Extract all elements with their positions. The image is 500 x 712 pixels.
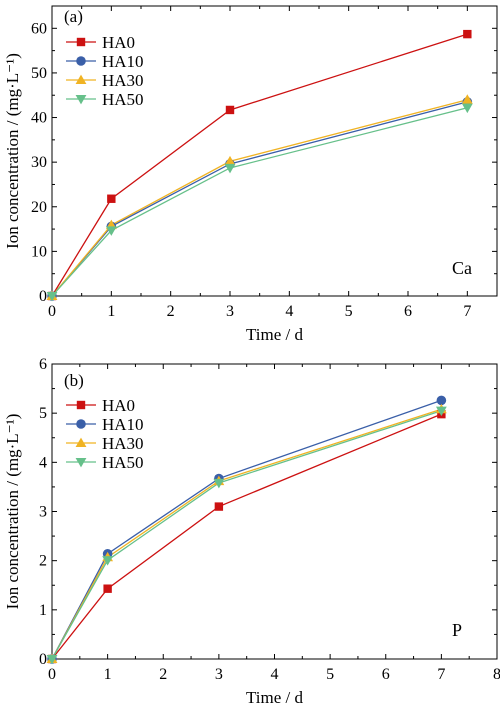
chart-panel-2: 0 1 2 3 4 5 6 7 8 0 1 2 3 4 5 6 Time / d Ion concentratio… (3, 356, 500, 707)
legend-label-HA50: HA50 (102, 90, 144, 109)
x-axis-title: Time / d (246, 688, 304, 707)
y-tick-label: 10 (31, 243, 47, 260)
panel-label: (b) (64, 371, 84, 390)
series-line-HA50 (51, 107, 468, 297)
x-tick-label: 8 (493, 666, 500, 683)
y-tick-label: 30 (31, 154, 47, 171)
x-tick-label: 6 (382, 666, 390, 683)
series-line-HA0 (51, 33, 468, 297)
legend-marker-HA30 (75, 74, 87, 85)
data-point-HA50 (46, 654, 58, 665)
x-tick-label: 0 (48, 666, 56, 683)
legend-marker-HA50 (75, 457, 87, 468)
x-tick-label: 2 (167, 303, 175, 320)
y-axis-title: Ion concentration / (mg·L⁻¹) (3, 53, 22, 249)
legend-label-HA30: HA30 (102, 434, 144, 453)
x-tick-label: 5 (345, 303, 353, 320)
y-tick-label: 2 (39, 553, 47, 570)
legend-label-HA0: HA0 (102, 396, 135, 415)
y-tick-label: 20 (31, 199, 47, 216)
chart-panel-1: 0 1 2 3 4 5 6 7 0 10 20 30 40 50 60 Time / d Ion concent… (3, 5, 498, 344)
series-line-HA50 (51, 410, 442, 660)
element-annotation: Ca (452, 258, 472, 278)
plot-frame (51, 5, 498, 297)
x-tick-label: 1 (104, 666, 112, 683)
x-tick-label: 4 (285, 303, 293, 320)
legend-marker-HA50 (75, 94, 87, 105)
y-tick-label: 60 (31, 20, 47, 37)
legend-label-HA10: HA10 (102, 415, 144, 434)
x-tick-label: 7 (463, 303, 471, 320)
series-line-HA10 (51, 399, 442, 660)
data-point-HA0 (214, 502, 224, 511)
y-tick-label: 5 (39, 405, 47, 422)
element-annotation: P (452, 620, 462, 640)
x-tick-label: 3 (226, 303, 234, 320)
legend-label-HA0: HA0 (102, 33, 135, 52)
y-tick-label: 3 (39, 504, 47, 521)
data-point-HA30 (461, 94, 473, 104)
legend-marker-HA10 (76, 419, 86, 429)
y-tick-label: 0 (39, 651, 47, 668)
x-tick-label: 7 (437, 666, 445, 683)
data-point-HA30 (224, 155, 236, 166)
data-point-HA50 (461, 103, 473, 114)
data-point-HA50 (46, 291, 58, 302)
data-point-HA50 (105, 226, 117, 236)
x-tick-label: 5 (326, 666, 334, 683)
x-tick-label: 4 (271, 666, 279, 683)
y-tick-label: 6 (39, 356, 47, 373)
data-point-HA0 (225, 105, 235, 115)
series-line-HA30 (51, 408, 442, 660)
legend-label-HA50: HA50 (102, 453, 144, 472)
x-tick-label: 2 (159, 666, 167, 683)
x-axis-title: Time / d (246, 325, 304, 344)
x-tick-label: 6 (404, 303, 412, 320)
series-line-HA30 (51, 99, 468, 297)
data-point-HA50 (435, 406, 447, 417)
legend-marker-HA0 (76, 37, 86, 47)
legend-label-HA30: HA30 (102, 71, 144, 90)
y-tick-label: 0 (39, 288, 47, 305)
data-point-HA0 (107, 194, 116, 203)
y-tick-label: 50 (31, 65, 47, 82)
x-tick-label: 1 (107, 303, 115, 320)
legend-marker-HA0 (76, 400, 86, 410)
x-tick-label: 0 (48, 303, 56, 320)
panel-label: (a) (64, 7, 83, 26)
y-tick-label: 40 (31, 110, 47, 127)
data-point-HA0 (103, 584, 112, 593)
y-tick-label: 1 (39, 602, 47, 619)
series-line-HA0 (51, 413, 442, 660)
legend-marker-HA30 (75, 437, 87, 448)
y-axis-title: Ion concentration / (mg·L⁻¹) (3, 414, 22, 610)
data-point-HA50 (224, 163, 236, 174)
y-tick-label: 4 (39, 454, 47, 471)
legend-marker-HA10 (76, 56, 86, 66)
data-point-HA50 (102, 556, 114, 566)
legend-label-HA10: HA10 (102, 52, 144, 71)
data-point-HA0 (463, 29, 472, 39)
x-tick-label: 3 (215, 666, 223, 683)
data-point-HA10 (436, 395, 447, 406)
data-point-HA50 (213, 478, 225, 489)
